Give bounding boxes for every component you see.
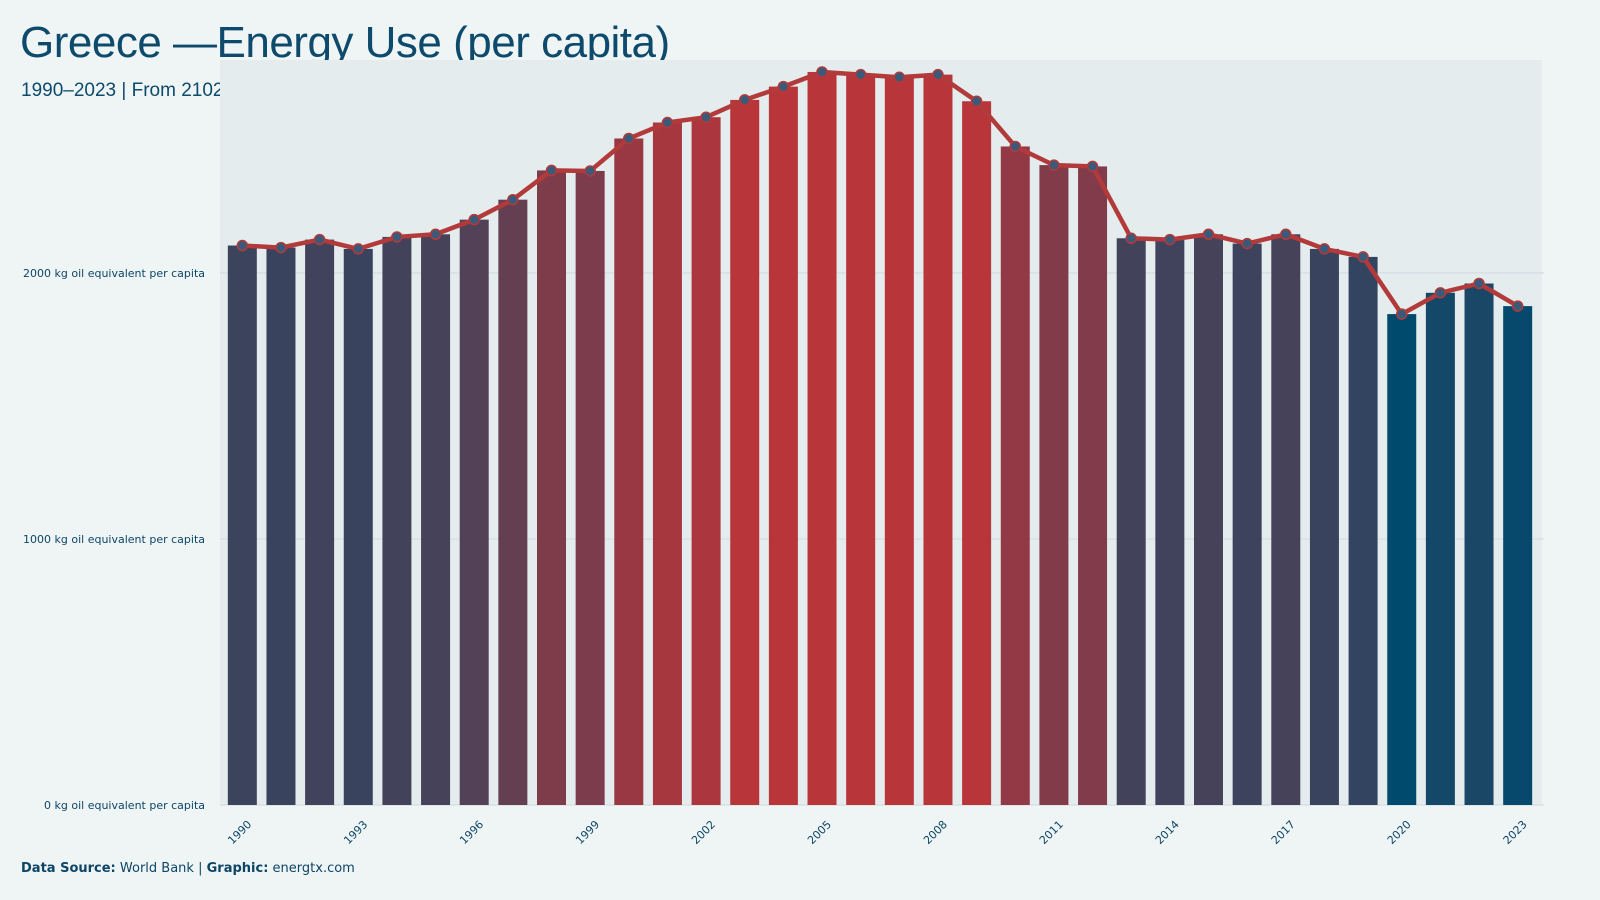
x-tick-label: 2023 (1501, 818, 1530, 847)
data-point (932, 68, 944, 81)
data-point (1473, 277, 1485, 290)
bar (614, 138, 644, 805)
bar (1309, 248, 1339, 806)
y-tick-label: 0 kg oil equivalent per capita (44, 799, 205, 812)
data-point (584, 165, 596, 177)
data-point (1086, 160, 1099, 173)
data-point (1357, 251, 1369, 263)
x-tick-label: 1993 (341, 818, 370, 847)
bar (1155, 239, 1185, 806)
data-point (507, 193, 519, 206)
bar (421, 234, 451, 805)
x-tick-label: 1999 (573, 818, 602, 847)
bar (846, 74, 876, 806)
plot-background (220, 60, 1542, 805)
x-tick-label: 2002 (689, 818, 718, 847)
x-tick-label: 2005 (805, 818, 834, 847)
bar (227, 245, 257, 805)
bar (1425, 292, 1455, 805)
data-point (468, 213, 480, 226)
x-tick-label: 2017 (1269, 818, 1298, 847)
data-point (1395, 308, 1408, 320)
bar (691, 117, 721, 805)
x-tick-label: 1990 (225, 818, 254, 847)
data-point (1164, 233, 1176, 246)
data-point (352, 243, 365, 255)
bar (730, 99, 760, 806)
data-point (1241, 237, 1253, 250)
x-tick-label: 2011 (1037, 818, 1066, 847)
bar (575, 170, 605, 805)
bar (498, 199, 528, 805)
data-point (1511, 300, 1524, 312)
bar (459, 219, 489, 806)
data-point (1280, 228, 1292, 241)
bar (1387, 314, 1417, 805)
bar (266, 247, 296, 806)
bar (768, 86, 798, 806)
x-tick-label: 2014 (1153, 818, 1182, 847)
bar (1503, 306, 1533, 805)
data-point (738, 94, 751, 106)
bar (1348, 256, 1378, 806)
data-point (854, 68, 867, 81)
data-point (623, 132, 635, 145)
bar (1232, 243, 1262, 805)
x-tick-label: 2008 (921, 818, 950, 847)
data-point (970, 95, 983, 107)
data-point (236, 239, 249, 252)
bar (537, 170, 566, 805)
footer-source-label: Data Source: (21, 861, 116, 876)
chart-title: Greece —Energy Use (per capita) (20, 18, 670, 67)
bar (652, 122, 682, 805)
footer: Data Source: World Bank | Graphic: energ… (21, 861, 355, 876)
data-point (429, 228, 442, 241)
y-tick-label: 1000 kg oil equivalent per capita (23, 533, 205, 546)
data-point (275, 241, 287, 254)
data-point (391, 231, 403, 243)
trend-line (242, 69, 1519, 317)
bar (962, 101, 992, 805)
bar (1464, 283, 1494, 805)
bar (1078, 166, 1108, 805)
data-point (777, 80, 790, 93)
bar (1000, 146, 1030, 806)
y-tick-label: 2000 kg oil equivalent per capita (23, 267, 205, 280)
bar (1271, 234, 1301, 805)
x-tick-label: 1996 (457, 818, 486, 847)
data-point (545, 164, 558, 177)
bar (1194, 234, 1223, 805)
data-point (661, 116, 674, 129)
data-point (1125, 232, 1137, 245)
bar (382, 236, 412, 805)
data-point (1318, 243, 1331, 255)
bar (884, 77, 914, 806)
data-point (1202, 228, 1215, 241)
x-tick-label: 2020 (1385, 818, 1414, 847)
data-point (893, 71, 906, 84)
data-point (1009, 140, 1022, 153)
bar (807, 71, 837, 806)
bar (923, 74, 953, 806)
data-point (700, 111, 712, 123)
data-point (1048, 159, 1060, 171)
bar (305, 239, 335, 806)
bar (1039, 165, 1069, 806)
data-point (1434, 287, 1447, 299)
footer-source-value: World Bank (119, 861, 194, 876)
data-point (313, 233, 326, 246)
footer-graphic-label: Graphic: (206, 861, 269, 876)
footer-graphic-value: energtx.com (272, 861, 355, 876)
footer-separator: | (198, 861, 203, 876)
bar (343, 248, 373, 806)
data-point (816, 66, 828, 78)
bar (1116, 238, 1146, 806)
